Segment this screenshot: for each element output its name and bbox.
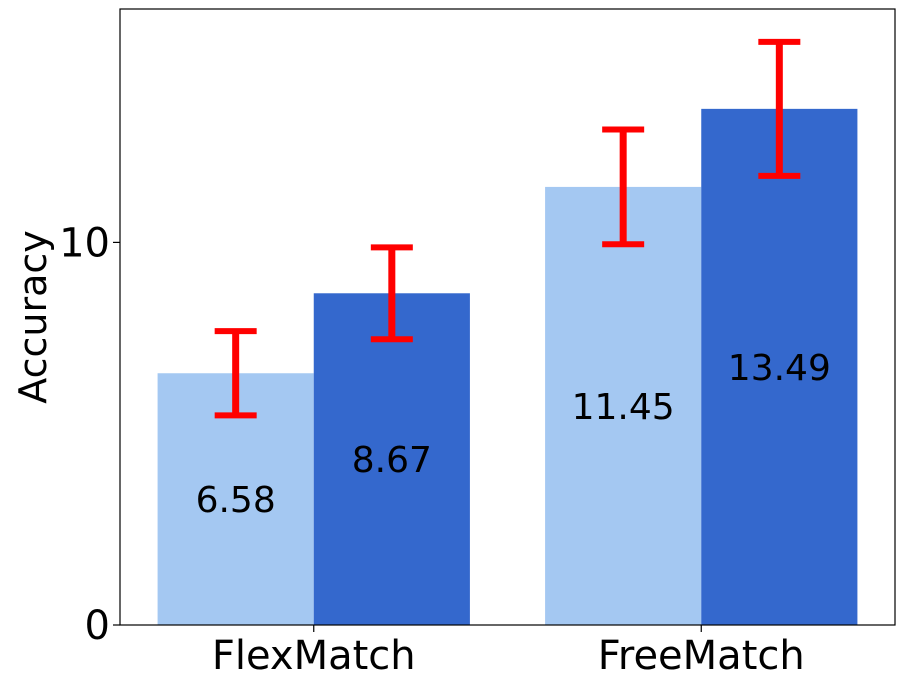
data-label-flexmatch-1: 6.58: [196, 480, 276, 521]
bar-freematch-1: [545, 186, 702, 626]
bar-freematch-2: [701, 108, 858, 626]
plot-frame: [119, 8, 896, 626]
error-bar-freematch-1: [602, 126, 645, 248]
error-bar-freematch-2: [758, 38, 801, 179]
data-label-freematch-1: 11.45: [572, 387, 675, 428]
y-tick-label-0: 0: [85, 603, 110, 649]
y-axis-title: Accuracy: [11, 230, 55, 404]
data-labels-layer: 6.58 8.67 11.45 13.49: [196, 348, 831, 521]
x-tick-label-freematch: FreeMatch: [598, 633, 805, 679]
data-label-flexmatch-2: 8.67: [352, 440, 432, 481]
error-bars-layer: [214, 38, 801, 419]
x-tick-label-flexmatch: FlexMatch: [212, 633, 416, 679]
y-tick-label-10: 10: [59, 220, 110, 266]
error-bar-flexmatch-1: [214, 328, 257, 419]
bar-flexmatch-2: [313, 293, 470, 625]
error-bar-flexmatch-2: [370, 244, 413, 343]
bars-layer: [157, 108, 858, 626]
data-label-freematch-2: 13.49: [728, 348, 831, 389]
ticks-layer: FlexMatch FreeMatch 0 10: [59, 220, 805, 679]
